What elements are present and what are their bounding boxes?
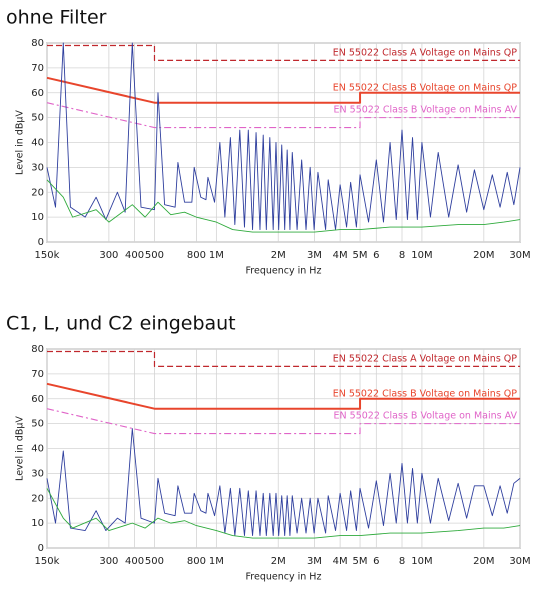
x-tick-label: 6 bbox=[373, 556, 379, 567]
x-tick-label: 300 bbox=[99, 556, 118, 567]
x-tick-label: 8 bbox=[399, 556, 405, 567]
x-axis-title: Frequency in Hz bbox=[246, 266, 322, 277]
x-tick-label: 10M bbox=[411, 250, 432, 261]
legend-label: EN 55022 Class B Voltage on Mains AV bbox=[334, 411, 518, 422]
y-tick-label: 30 bbox=[31, 468, 44, 479]
y-tick-label: 10 bbox=[31, 212, 44, 223]
y-tick-label: 50 bbox=[31, 419, 44, 430]
limit-line bbox=[46, 382, 520, 410]
spectrum-trace bbox=[46, 42, 521, 231]
x-tick-label: 400 bbox=[125, 250, 144, 261]
x-tick-label: 20M bbox=[473, 250, 494, 261]
legend-label: EN 55022 Class A Voltage on Mains QP bbox=[333, 353, 518, 364]
spectrum-trace bbox=[46, 488, 521, 539]
x-tick-label: 150k bbox=[35, 556, 60, 567]
x-tick-label: 30M bbox=[509, 250, 530, 261]
x-tick-label: 1M bbox=[209, 250, 224, 261]
spectrum-trace bbox=[46, 179, 521, 233]
x-tick-label: 3M bbox=[307, 250, 322, 261]
legend-label: EN 55022 Class B Voltage on Mains AV bbox=[334, 105, 518, 116]
x-tick-label: 20M bbox=[473, 556, 494, 567]
legend-label: EN 55022 Class B Voltage on Mains QP bbox=[333, 82, 518, 93]
y-tick-label: 40 bbox=[31, 138, 44, 149]
y-axis-title: Level in dBµV bbox=[15, 416, 26, 481]
x-tick-label: 10M bbox=[411, 556, 432, 567]
y-tick-label: 80 bbox=[31, 344, 44, 355]
y-tick-label: 30 bbox=[31, 162, 44, 173]
y-tick-label: 0 bbox=[38, 237, 44, 248]
spectrum-trace bbox=[46, 428, 521, 537]
x-tick-label: 800 bbox=[187, 556, 206, 567]
y-tick-label: 60 bbox=[31, 88, 44, 99]
x-tick-label: 1M bbox=[209, 556, 224, 567]
x-tick-label: 5M bbox=[353, 250, 368, 261]
x-tick-label: 4M bbox=[333, 250, 348, 261]
x-tick-label: 500 bbox=[145, 250, 164, 261]
y-tick-label: 80 bbox=[31, 38, 44, 49]
x-tick-label: 4M bbox=[333, 556, 348, 567]
y-tick-label: 40 bbox=[31, 444, 44, 455]
x-tick-label: 400 bbox=[125, 556, 144, 567]
x-tick-label: 6 bbox=[373, 250, 379, 261]
y-tick-label: 60 bbox=[31, 394, 44, 405]
y-tick-label: 20 bbox=[31, 187, 44, 198]
chart-title: ohne Filter bbox=[6, 7, 107, 29]
y-tick-label: 10 bbox=[31, 518, 44, 529]
x-tick-label: 500 bbox=[145, 556, 164, 567]
y-tick-label: 70 bbox=[31, 369, 44, 380]
x-tick-label: 3M bbox=[307, 556, 322, 567]
limit-line bbox=[46, 76, 520, 104]
y-tick-label: 20 bbox=[31, 493, 44, 504]
x-tick-label: 5M bbox=[353, 556, 368, 567]
x-tick-label: 2M bbox=[271, 556, 286, 567]
y-tick-label: 0 bbox=[38, 543, 44, 554]
x-axis-title: Frequency in Hz bbox=[246, 572, 322, 583]
chart-title: C1, L, und C2 eingebaut bbox=[6, 313, 236, 335]
x-tick-label: 300 bbox=[99, 250, 118, 261]
x-tick-label: 8 bbox=[399, 250, 405, 261]
limit-line bbox=[46, 408, 520, 435]
y-tick-label: 70 bbox=[31, 63, 44, 74]
limit-line bbox=[46, 102, 520, 129]
legend-label: EN 55022 Class A Voltage on Mains QP bbox=[333, 47, 518, 58]
y-axis-title: Level in dBµV bbox=[15, 110, 26, 175]
legend-label: EN 55022 Class B Voltage on Mains QP bbox=[333, 388, 518, 399]
x-tick-label: 30M bbox=[509, 556, 530, 567]
x-tick-label: 150k bbox=[35, 250, 60, 261]
x-tick-label: 800 bbox=[187, 250, 206, 261]
y-tick-label: 50 bbox=[31, 113, 44, 124]
x-tick-label: 2M bbox=[271, 250, 286, 261]
